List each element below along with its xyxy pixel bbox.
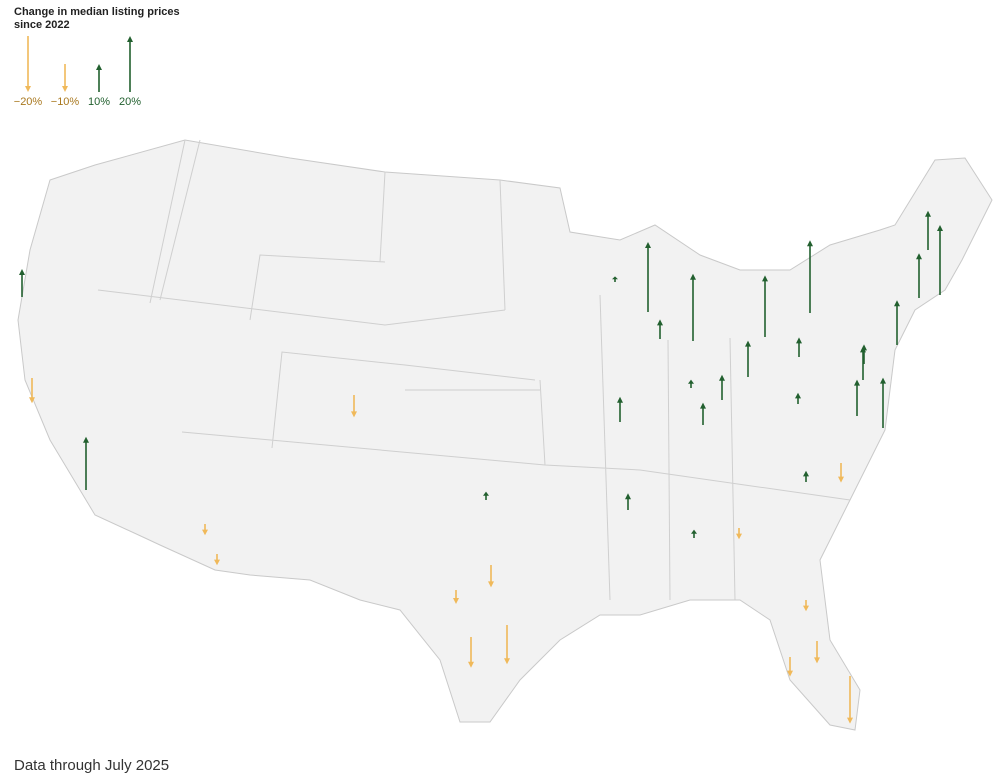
arrow-decrease — [504, 625, 510, 665]
arrow-head — [700, 402, 706, 409]
arrow-increase — [83, 436, 89, 490]
arrow-increase — [127, 36, 133, 92]
arrow-increase — [645, 242, 651, 312]
arrow-increase — [657, 319, 663, 339]
arrow-head — [202, 529, 208, 536]
arrow-head — [625, 493, 631, 500]
arrow-head — [787, 670, 793, 677]
arrow-head — [807, 240, 813, 247]
arrow-head — [483, 491, 489, 496]
arrow-head — [504, 658, 510, 665]
arrow-decrease — [814, 641, 820, 664]
arrow-head — [795, 392, 801, 399]
arrow-increase — [861, 344, 867, 364]
arrow-head — [214, 559, 220, 566]
arrow-decrease — [736, 528, 742, 540]
arrow-increase — [96, 64, 102, 92]
arrow-increase — [937, 225, 943, 295]
state-borders — [97, 139, 851, 601]
arrow-decrease — [453, 590, 459, 604]
arrow-head — [83, 436, 89, 443]
arrow-decrease — [351, 395, 357, 418]
arrow-head — [916, 253, 922, 260]
arrow-increase — [925, 210, 931, 250]
arrow-head — [657, 319, 663, 326]
arrow-head — [937, 225, 943, 231]
arrow-head — [854, 379, 860, 386]
arrow-head — [736, 533, 742, 540]
arrow-increase — [19, 269, 25, 297]
arrow-head — [690, 273, 696, 280]
legend-label: 10% — [88, 96, 110, 108]
arrow-increase — [795, 392, 801, 404]
arrow-increase — [745, 340, 751, 377]
arrow-decrease — [847, 676, 853, 724]
arrow-increase — [894, 300, 900, 345]
us-map-outline — [17, 139, 993, 731]
arrow-increase — [803, 470, 809, 482]
arrow-decrease — [214, 554, 220, 566]
arrow-increase — [483, 491, 489, 500]
arrow-increase — [880, 377, 886, 428]
arrow-head — [861, 344, 867, 351]
arrow-head — [688, 379, 694, 384]
arrow-head — [803, 470, 809, 477]
arrow-head — [488, 581, 494, 588]
arrow-increase — [719, 374, 725, 400]
arrow-head — [838, 476, 844, 483]
arrow-decrease — [803, 600, 809, 612]
arrow-increase — [691, 529, 697, 538]
arrow-head — [719, 374, 725, 381]
arrow-head — [847, 717, 853, 724]
legend-title: Change in median listing prices since 20… — [14, 6, 180, 31]
arrow-head — [19, 269, 25, 275]
arrow-head — [351, 411, 357, 418]
arrow-head — [745, 340, 751, 347]
arrow-decrease — [838, 463, 844, 483]
arrow-decrease — [29, 378, 35, 404]
arrow-increase — [690, 273, 696, 341]
arrow-decrease — [787, 657, 793, 677]
arrow-head — [894, 300, 900, 307]
arrow-head — [617, 396, 623, 403]
arrow-increase — [688, 379, 694, 388]
arrow-head — [468, 661, 474, 668]
arrow-head — [62, 86, 68, 92]
arrow-decrease — [62, 64, 68, 92]
arrow-head — [25, 86, 31, 92]
arrow-increase — [625, 493, 631, 510]
arrow-head — [796, 337, 802, 344]
legend-label: 20% — [119, 96, 141, 108]
arrow-increase — [854, 379, 860, 416]
arrow-increase — [617, 396, 623, 422]
arrow-head — [96, 64, 102, 70]
arrow-increase — [762, 275, 768, 337]
arrow-head — [453, 598, 459, 604]
arrow-increase — [807, 240, 813, 313]
arrow-head — [612, 276, 618, 280]
arrow-head — [803, 605, 809, 612]
legend-label: −10% — [51, 96, 80, 108]
arrow-head — [925, 210, 931, 217]
arrow-decrease — [488, 565, 494, 588]
arrow-increase — [916, 253, 922, 298]
arrow-increase — [700, 402, 706, 425]
legend-label: −20% — [14, 96, 43, 108]
arrow-head — [814, 657, 820, 664]
footer-note: Data through July 2025 — [14, 757, 170, 774]
arrow-head — [645, 242, 651, 248]
arrow-head — [127, 36, 133, 42]
arrow-head — [762, 275, 768, 282]
arrow-decrease — [202, 524, 208, 536]
arrow-head — [880, 377, 886, 384]
arrow-increase — [612, 276, 618, 282]
arrow-head — [29, 397, 35, 404]
arrow-increase — [796, 337, 802, 357]
arrow-head — [691, 529, 697, 534]
arrow-decrease — [468, 637, 474, 668]
arrow-decrease — [25, 36, 31, 92]
